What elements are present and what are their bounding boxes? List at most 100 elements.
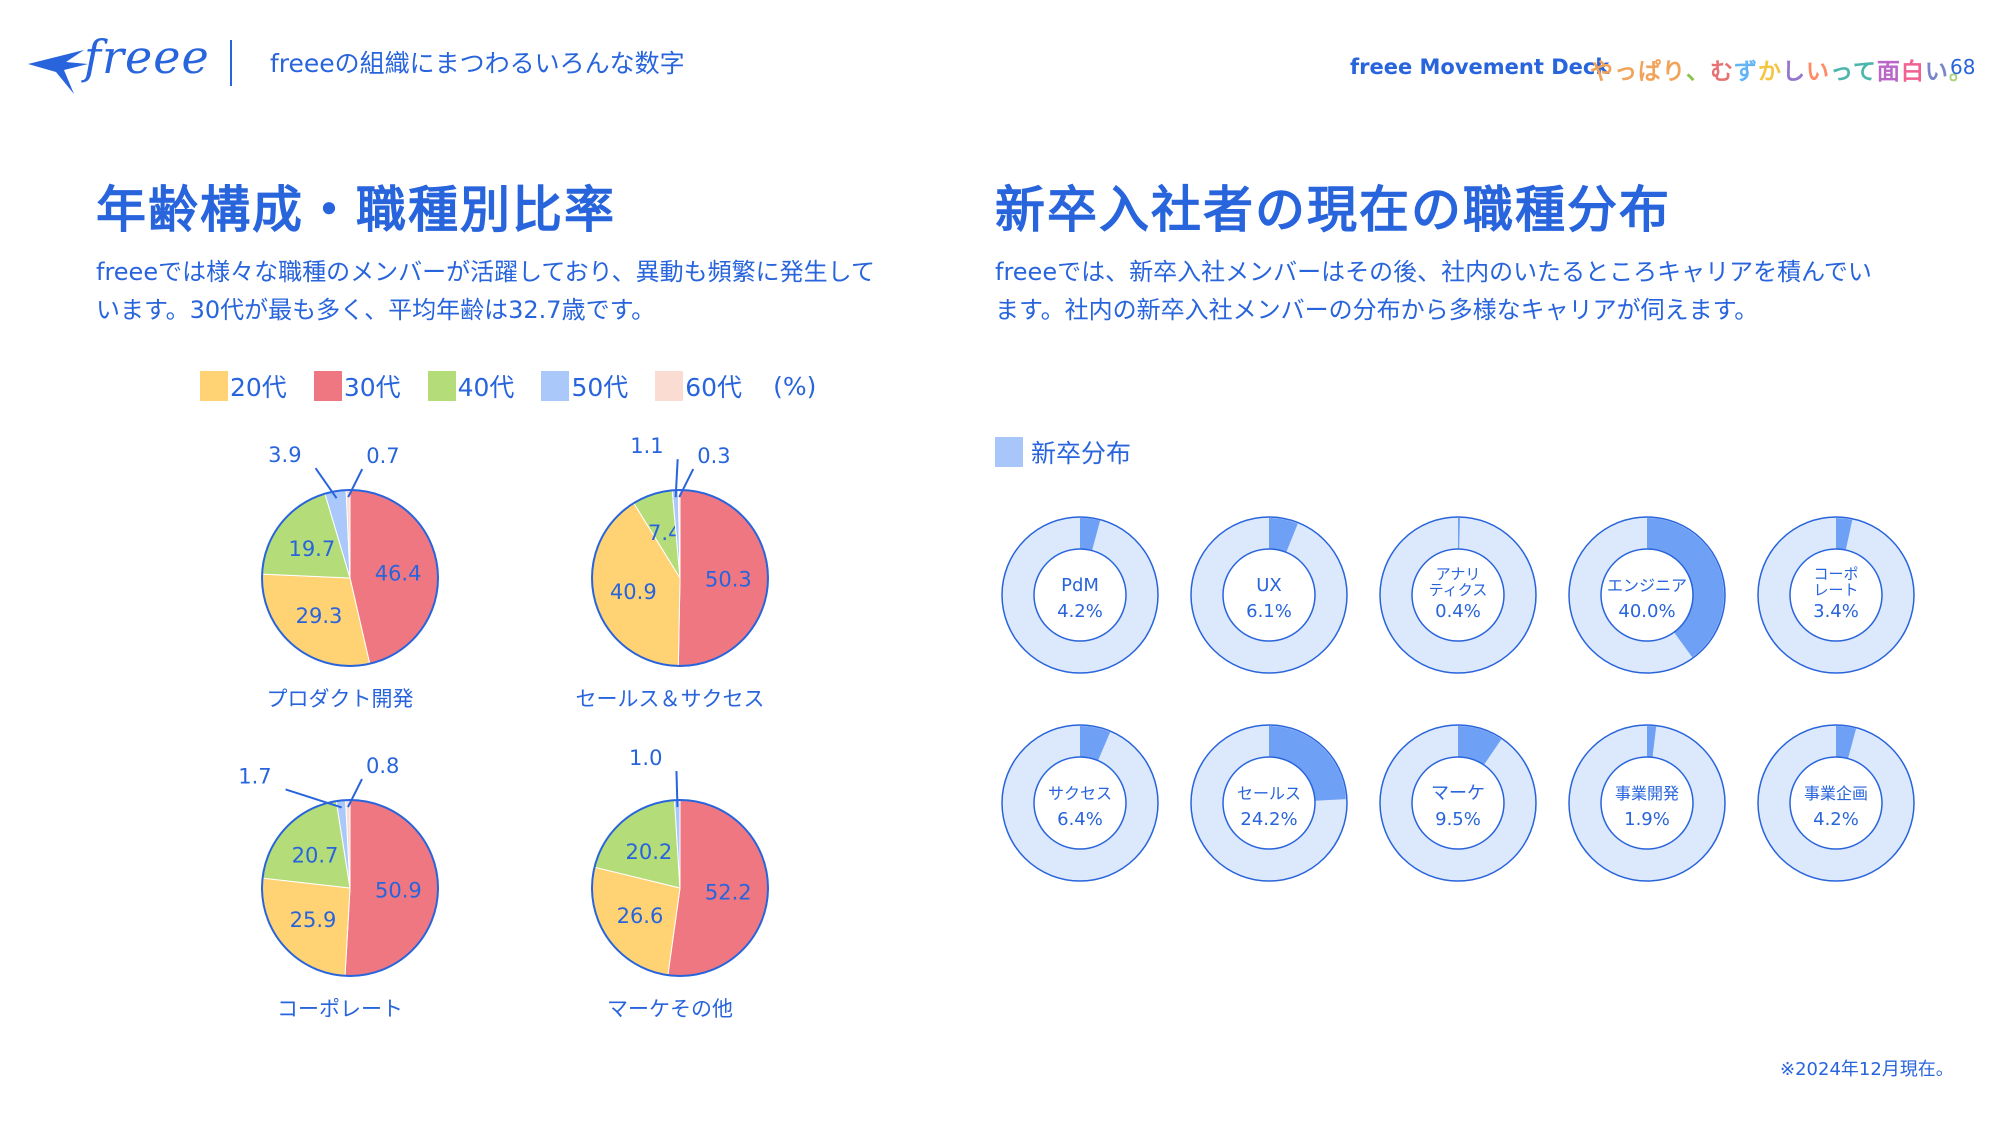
legend-swatch-50s — [541, 371, 570, 401]
tagline-char: 、 — [1686, 59, 1710, 85]
pie-leader-line — [347, 468, 364, 498]
donut-hole — [1033, 756, 1127, 850]
donut-6: サクセス 6.4% — [1001, 724, 1159, 882]
donut-fill — [1080, 518, 1101, 551]
donut-fill — [1458, 518, 1460, 550]
tagline-char: い — [1806, 59, 1830, 85]
donut-hole — [1222, 548, 1316, 642]
donut-hole — [1600, 756, 1694, 850]
donut-hole — [1600, 548, 1694, 642]
donut-value-label: 1.9% — [1624, 809, 1670, 830]
legend-label-40s: 40代 — [457, 373, 515, 402]
header-divider — [230, 40, 232, 86]
pie-value-label: 29.3 — [296, 604, 343, 628]
donut-fill — [1269, 518, 1298, 553]
tagline-char: 白 — [1900, 59, 1925, 85]
newgrad-legend-swatch — [995, 437, 1023, 467]
newgrad-legend: 新卒分布 — [995, 434, 1131, 470]
donut-hole — [1222, 756, 1316, 850]
donut-value-label: 24.2% — [1240, 809, 1297, 830]
donut-category-label: セールス — [1237, 784, 1301, 803]
donut-value-label: 9.5% — [1435, 809, 1481, 830]
tagline-char: い — [1924, 59, 1949, 85]
age-section-title: 年齢構成・職種別比率 — [96, 181, 616, 239]
donut-value-label: 4.2% — [1813, 809, 1859, 830]
pie-value-label: 19.7 — [288, 537, 335, 561]
tagline-char: ず — [1734, 59, 1758, 85]
tagline-char: って — [1830, 59, 1877, 85]
legend-item-50s: 50代 — [541, 368, 628, 404]
donut-value-label: 6.4% — [1057, 809, 1103, 830]
donut-hole — [1411, 548, 1505, 642]
legend-label-50s: 50代 — [571, 373, 629, 402]
legend-item-40s: 40代 — [427, 368, 515, 404]
donut-7: セールス 24.2% — [1190, 724, 1348, 882]
pie-category-label: プロダクト開発 — [267, 687, 414, 711]
age-section-description: freeeでは様々な職種のメンバーが活躍しており、異動も頻繁に発生しています。3… — [96, 258, 875, 324]
pie-value-label: 52.2 — [705, 880, 752, 904]
pie-4: 52.2 26.6 20.2 1.0 マーケその他 — [591, 746, 769, 1021]
pie-outline — [591, 799, 769, 977]
pie-leader-line — [314, 467, 338, 499]
pie-outline — [591, 489, 769, 667]
pie-value-label: 26.6 — [617, 904, 664, 928]
pie-value-label: 25.9 — [290, 908, 337, 932]
freee-bird-logo-icon — [28, 50, 88, 94]
legend-swatch-20s — [200, 371, 228, 401]
donut-value-label: 40.0% — [1618, 601, 1675, 622]
donut-category-label: コーポ — [1813, 565, 1858, 583]
pie-category-label: マーケその他 — [607, 997, 733, 1021]
donut-category-label: PdM — [1061, 575, 1099, 596]
pie-value-label: 1.0 — [629, 746, 662, 770]
tagline-char: む — [1710, 59, 1734, 85]
pie-category-label: セールス＆サクセス — [576, 687, 765, 711]
pie-3: 50.9 25.9 20.7 1.7 0.8 コーポレート — [238, 754, 439, 1021]
donut-category-label: アナリ — [1436, 565, 1481, 583]
page-number: 68 — [1950, 55, 1976, 79]
donut-fill — [1458, 726, 1502, 765]
donut-5: コーポレート 3.4% — [1757, 516, 1915, 674]
newgrad-section-description: freeeでは、新卒入社メンバーはその後、社内のいたるところキャリアを積んでいま… — [995, 258, 1872, 324]
newgrad-section-title: 新卒入社者の現在の職種分布 — [995, 181, 1671, 239]
donut-hole — [1411, 756, 1505, 850]
pie-value-label: 50.3 — [705, 567, 752, 591]
legend-item-20s: 20代 — [200, 368, 287, 404]
legend-swatch-30s — [313, 371, 342, 401]
donut-fill — [1647, 726, 1657, 758]
legend-label-30s: 30代 — [343, 373, 401, 402]
legend-swatch-60s — [655, 371, 684, 401]
pie-value-label: 20.7 — [292, 844, 339, 868]
pie-value-label: 40.9 — [610, 580, 657, 604]
donut-value-label: 6.1% — [1246, 601, 1292, 622]
donut-fill — [1080, 726, 1111, 761]
legend-item-30s: 30代 — [313, 368, 401, 404]
legend-label-60s: 60代 — [685, 373, 743, 402]
pie-value-label: 1.7 — [238, 764, 271, 788]
legend-label-20s: 20代 — [230, 373, 287, 402]
donut-4: エンジニア 40.0% — [1568, 516, 1726, 674]
donut-category-label: ティクス — [1429, 581, 1488, 599]
donut-value-label: 0.4% — [1435, 601, 1481, 622]
tagline-char: し — [1782, 59, 1806, 85]
donut-category-label: レート — [1813, 581, 1858, 599]
legend-item-60s: 60代 — [655, 368, 742, 404]
pie-leader-line — [675, 771, 679, 808]
tagline-char: か — [1758, 59, 1782, 85]
newgrad-legend-label: 新卒分布 — [1031, 439, 1132, 468]
legend-unit: (%) — [773, 371, 817, 401]
donut-category-label: マーケ — [1431, 783, 1485, 804]
pie-value-label: 50.9 — [375, 878, 422, 902]
footnote: ※2024年12月現在。 — [1780, 1059, 1954, 1080]
pie-outline — [261, 799, 439, 977]
donut-category-label: 事業開発 — [1615, 784, 1679, 803]
donut-10: 事業企画 4.2% — [1757, 724, 1915, 882]
pie-value-label: 20.2 — [626, 840, 673, 864]
donut-value-label: 3.4% — [1813, 601, 1859, 622]
pie-value-label: 1.1 — [630, 434, 663, 458]
pie-category-label: コーポレート — [277, 997, 403, 1021]
donut-fill — [1269, 726, 1346, 801]
age-legend: 20代 30代 40代 50代 60代 (%) — [200, 368, 816, 404]
